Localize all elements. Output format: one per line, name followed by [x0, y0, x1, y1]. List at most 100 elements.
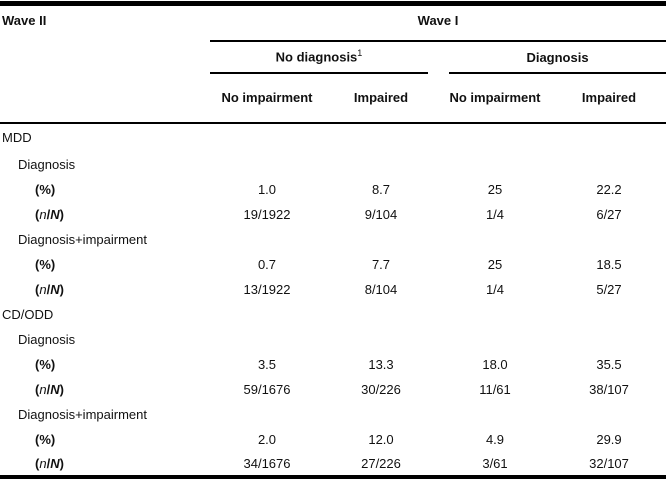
data-cell: 25 — [487, 181, 503, 197]
data-cell — [324, 152, 438, 177]
data-cell — [552, 402, 666, 427]
table-row: (n/N) 13/1922 8/104 1/4 5/27 — [0, 277, 666, 302]
group-head-underline: Diagnosis — [449, 50, 666, 74]
column-header-impaired-2: Impaired — [552, 73, 666, 124]
data-cell — [438, 327, 552, 352]
table-row: Diagnosis — [0, 152, 666, 177]
stub-header: Wave II — [2, 13, 47, 28]
data-cell: 9/104 — [364, 206, 398, 222]
data-cell: 0.7 — [257, 256, 277, 272]
data-cell: 30/226 — [361, 381, 401, 397]
data-cell — [438, 152, 552, 177]
spacer-cell — [0, 41, 210, 74]
data-cell — [552, 123, 666, 152]
row-label: (n/N) — [35, 206, 64, 222]
data-cell: 2.0 — [257, 431, 277, 447]
data-cell — [210, 302, 324, 327]
data-cell: 4.9 — [485, 431, 505, 447]
data-cell — [210, 402, 324, 427]
data-cell — [438, 302, 552, 327]
table-row: CD/ODD — [0, 302, 666, 327]
data-cell — [324, 327, 438, 352]
row-label: MDD — [2, 130, 32, 145]
column-header-no-impairment-2: No impairment — [438, 73, 552, 124]
data-cell: 1.0 — [257, 181, 277, 197]
data-cell — [552, 152, 666, 177]
data-cell — [552, 327, 666, 352]
table-header: Wave II Wave I No diagnosis1 Diagnosis N… — [0, 3, 666, 124]
data-cell — [210, 123, 324, 152]
table-row: (n/N) 34/1676 27/226 3/61 32/107 — [0, 452, 666, 477]
row-label: (n/N) — [35, 281, 64, 297]
data-cell — [324, 402, 438, 427]
data-cell — [438, 123, 552, 152]
table-row: (%) 2.0 12.0 4.9 29.9 — [0, 427, 666, 452]
table-row: (n/N) 19/1922 9/104 1/4 6/27 — [0, 202, 666, 227]
data-cell — [324, 123, 438, 152]
group-header-diagnosis: Diagnosis — [438, 41, 666, 74]
group-head-underline: No diagnosis1 — [210, 48, 428, 74]
data-cell — [438, 402, 552, 427]
data-cell: 25 — [487, 256, 503, 272]
data-cell: 13.3 — [368, 356, 394, 372]
table-row: (%) 0.7 7.7 25 18.5 — [0, 252, 666, 277]
table-row: (%) 1.0 8.7 25 22.2 — [0, 177, 666, 202]
group-label: No diagnosis — [275, 49, 358, 65]
data-cell — [438, 227, 552, 252]
data-cell: 11/61 — [479, 381, 511, 397]
data-cell: 8/104 — [364, 281, 398, 297]
table-row: (n/N) 59/1676 30/226 11/61 38/107 — [0, 377, 666, 402]
data-cell — [210, 227, 324, 252]
data-cell: 38/107 — [589, 381, 629, 397]
row-label: (n/N) — [35, 381, 64, 397]
header-row-groups: No diagnosis1 Diagnosis — [0, 41, 666, 74]
table-row: (%) 3.5 13.3 18.0 35.5 — [0, 352, 666, 377]
table-row: MDD — [0, 123, 666, 152]
data-cell: 18.5 — [596, 256, 622, 272]
data-cell: 1/4 — [485, 281, 505, 297]
data-cell — [552, 227, 666, 252]
column-header-no-impairment-1: No impairment — [210, 73, 324, 124]
header-row-waves: Wave II Wave I — [0, 3, 666, 42]
span-header-wave1: Wave I — [210, 3, 666, 42]
group-label: Diagnosis — [526, 49, 589, 65]
data-cell — [552, 302, 666, 327]
data-cell: 8.7 — [371, 181, 391, 197]
group-header-no-diagnosis: No diagnosis1 — [210, 41, 438, 74]
row-label: (n/N) — [35, 455, 64, 471]
spacer-cell — [0, 73, 210, 124]
table-row: Diagnosis+impairment — [0, 227, 666, 252]
data-cell: 35.5 — [596, 356, 622, 372]
row-label: Diagnosis+impairment — [18, 231, 147, 247]
data-cell: 18.0 — [482, 356, 508, 372]
data-cell: 1/4 — [485, 206, 505, 222]
header-row-columns: No impairment Impaired No impairment Imp… — [0, 73, 666, 124]
data-cell: 3/61 — [482, 455, 508, 471]
data-cell: 32/107 — [589, 455, 629, 471]
data-cell — [324, 227, 438, 252]
row-label: (%) — [35, 181, 56, 197]
row-label: (%) — [35, 431, 56, 447]
data-cell: 13/1922 — [243, 281, 291, 297]
data-cell: 3.5 — [257, 356, 277, 372]
data-cell: 7.7 — [371, 256, 391, 272]
data-cell: 12.0 — [368, 431, 394, 447]
table-body: MDD Diagnosis (%) 1.0 8.7 25 22.2 (n/N) 19/1922 9… — [0, 123, 666, 477]
data-cell: 29.9 — [596, 431, 622, 447]
row-label: Diagnosis — [18, 156, 76, 172]
table-row: Diagnosis — [0, 327, 666, 352]
data-cell: 22.2 — [596, 181, 622, 197]
row-label: Diagnosis+impairment — [18, 406, 147, 422]
row-label: (%) — [35, 356, 56, 372]
data-cell: 6/27 — [596, 206, 622, 222]
data-cell — [210, 152, 324, 177]
data-cell — [210, 327, 324, 352]
row-label: (%) — [35, 256, 56, 272]
footnote-marker: 1 — [357, 48, 363, 59]
data-cell — [324, 302, 438, 327]
table-row: Diagnosis+impairment — [0, 402, 666, 427]
data-cell: 27/226 — [361, 455, 401, 471]
column-header-impaired-1: Impaired — [324, 73, 438, 124]
